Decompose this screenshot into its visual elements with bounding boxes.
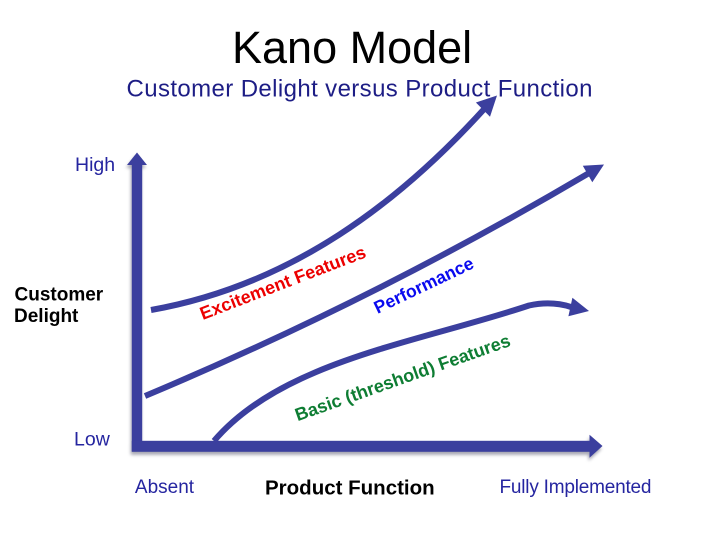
svg-text:Excitement Features: Excitement Features — [197, 242, 369, 324]
svg-text:High: High — [75, 154, 115, 176]
svg-text:Customer Delight versus Produc: Customer Delight versus Product Function — [127, 76, 593, 103]
svg-text:Product Function: Product Function — [265, 476, 435, 499]
svg-text:Kano Model: Kano Model — [232, 22, 472, 73]
svg-text:Fully Implemented: Fully Implemented — [500, 477, 652, 498]
svg-text:Customer: Customer — [15, 284, 104, 305]
svg-text:Delight: Delight — [14, 306, 79, 327]
svg-text:Low: Low — [74, 429, 111, 451]
svg-text:Absent: Absent — [135, 477, 195, 498]
